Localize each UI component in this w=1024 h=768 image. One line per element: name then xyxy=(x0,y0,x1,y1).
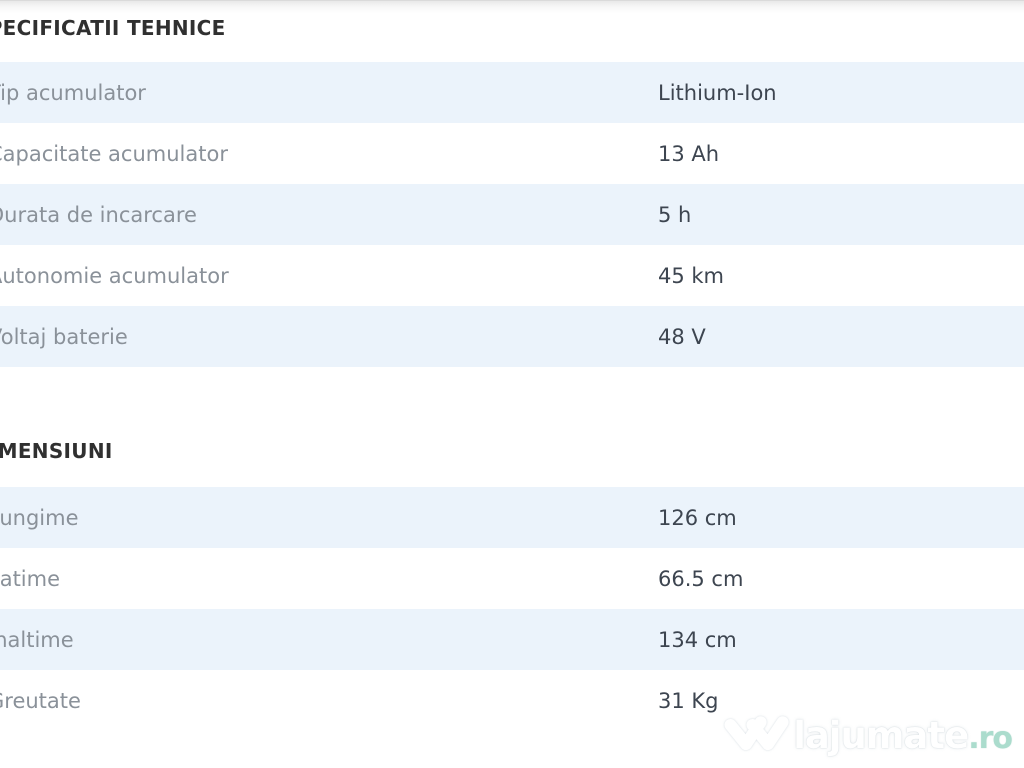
spec-label: Voltaj baterie xyxy=(0,324,128,349)
spec-label: Inaltime xyxy=(0,627,74,652)
table-row: Autonomie acumulator 45 km xyxy=(0,245,1024,306)
table-row: Voltaj baterie 48 V xyxy=(0,306,1024,367)
table-row: Latime 66.5 cm xyxy=(0,548,1024,609)
spec-table-tehnice: Tip acumulator Lithium-Ion Capacitate ac… xyxy=(0,62,1024,367)
section-title-specificatii-tehnice: SPECIFICATII TEHNICE xyxy=(0,16,226,40)
spec-table-dimensiuni: Lungime 126 cm Latime 66.5 cm Inaltime 1… xyxy=(0,487,1024,731)
table-row: Durata de incarcare 5 h xyxy=(0,184,1024,245)
top-edge-shadow xyxy=(0,0,1024,13)
spec-value: 5 h xyxy=(658,202,692,227)
spec-value: 66.5 cm xyxy=(658,566,744,591)
spec-value: 126 cm xyxy=(658,505,737,530)
table-row: Lungime 126 cm xyxy=(0,487,1024,548)
table-row: Greutate 31 Kg xyxy=(0,670,1024,731)
spec-value: 48 V xyxy=(658,324,706,349)
table-row: Capacitate acumulator 13 Ah xyxy=(0,123,1024,184)
spec-value: Lithium-Ion xyxy=(658,80,777,105)
spec-value: 13 Ah xyxy=(658,141,720,166)
section-title-dimensiuni: DIMENSIUNI xyxy=(0,439,113,463)
spec-content: SPECIFICATII TEHNICE Tip acumulator Lith… xyxy=(0,15,1024,731)
spec-label: Tip acumulator xyxy=(0,80,146,105)
spec-label: Greutate xyxy=(0,688,81,713)
spec-value: 45 km xyxy=(658,263,725,288)
table-row: Tip acumulator Lithium-Ion xyxy=(0,62,1024,123)
table-row: Inaltime 134 cm xyxy=(0,609,1024,670)
spec-label: Capacitate acumulator xyxy=(0,141,228,166)
spec-label: Autonomie acumulator xyxy=(0,263,229,288)
spec-value: 134 cm xyxy=(658,627,737,652)
spec-value: 31 Kg xyxy=(658,688,719,713)
spec-label: Latime xyxy=(0,566,61,591)
spec-label: Durata de incarcare xyxy=(0,202,197,227)
spec-label: Lungime xyxy=(0,505,79,530)
